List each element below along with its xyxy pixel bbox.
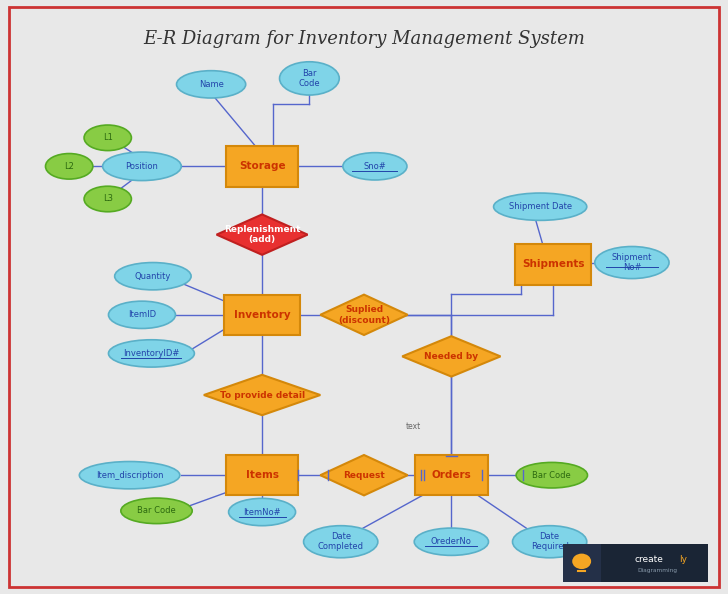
Text: Bar Code: Bar Code	[532, 470, 571, 480]
Text: Quantity: Quantity	[135, 271, 171, 281]
Text: InventoryID#: InventoryID#	[123, 349, 180, 358]
Text: L3: L3	[103, 194, 113, 204]
Ellipse shape	[304, 526, 378, 558]
Polygon shape	[204, 375, 320, 415]
Text: Shipment Date: Shipment Date	[509, 202, 571, 211]
Ellipse shape	[229, 498, 296, 526]
Text: Storage: Storage	[239, 162, 285, 171]
Ellipse shape	[513, 526, 587, 558]
FancyBboxPatch shape	[563, 544, 708, 582]
Text: Date
Completed: Date Completed	[317, 532, 364, 551]
FancyBboxPatch shape	[226, 455, 298, 495]
Text: L1: L1	[103, 133, 113, 143]
Text: Needed by: Needed by	[424, 352, 478, 361]
Text: Shipment
No#: Shipment No#	[612, 253, 652, 272]
Text: E-R Diagram for Inventory Management System: E-R Diagram for Inventory Management Sys…	[143, 30, 585, 48]
Ellipse shape	[414, 528, 488, 555]
Ellipse shape	[84, 125, 131, 151]
Text: Item_discription: Item_discription	[96, 470, 163, 480]
Ellipse shape	[108, 340, 194, 367]
Text: Orders: Orders	[432, 470, 471, 480]
Text: ItemNo#: ItemNo#	[243, 507, 281, 517]
Ellipse shape	[121, 498, 192, 524]
Polygon shape	[320, 455, 408, 495]
Text: Diagramming: Diagramming	[638, 568, 677, 573]
Ellipse shape	[108, 301, 175, 328]
Text: Name: Name	[199, 80, 223, 89]
Ellipse shape	[79, 462, 180, 489]
Text: Suplied
(discount): Suplied (discount)	[338, 305, 390, 324]
FancyBboxPatch shape	[563, 544, 601, 582]
Polygon shape	[320, 295, 408, 335]
Ellipse shape	[176, 71, 245, 98]
Text: ly: ly	[679, 555, 687, 564]
Text: Replenishment
(add): Replenishment (add)	[223, 225, 301, 244]
Text: OrederNo: OrederNo	[431, 537, 472, 546]
FancyBboxPatch shape	[515, 244, 591, 285]
Text: ItemID: ItemID	[128, 310, 156, 320]
Text: Position: Position	[125, 162, 159, 171]
FancyBboxPatch shape	[415, 455, 488, 495]
Text: text: text	[406, 422, 421, 431]
Text: Inventory: Inventory	[234, 310, 290, 320]
Polygon shape	[402, 336, 501, 377]
Ellipse shape	[103, 152, 181, 181]
Text: Bar Code: Bar Code	[137, 506, 176, 516]
Text: create: create	[634, 555, 663, 564]
FancyBboxPatch shape	[223, 295, 300, 335]
Ellipse shape	[280, 62, 339, 95]
Text: Sno#: Sno#	[363, 162, 387, 171]
Text: Shipments: Shipments	[522, 260, 585, 269]
Ellipse shape	[595, 247, 669, 279]
Text: Bar
Code: Bar Code	[298, 69, 320, 88]
FancyBboxPatch shape	[226, 146, 298, 187]
Text: Items: Items	[245, 470, 279, 480]
Polygon shape	[217, 214, 307, 255]
Ellipse shape	[494, 193, 587, 220]
Text: Request: Request	[343, 470, 385, 480]
Text: To provide detail: To provide detail	[220, 390, 304, 400]
Ellipse shape	[343, 153, 407, 180]
Text: L2: L2	[64, 162, 74, 171]
Ellipse shape	[114, 263, 191, 290]
Text: Date
Required: Date Required	[531, 532, 569, 551]
Circle shape	[572, 554, 591, 569]
Ellipse shape	[45, 153, 93, 179]
Ellipse shape	[516, 462, 587, 488]
Ellipse shape	[84, 186, 131, 211]
